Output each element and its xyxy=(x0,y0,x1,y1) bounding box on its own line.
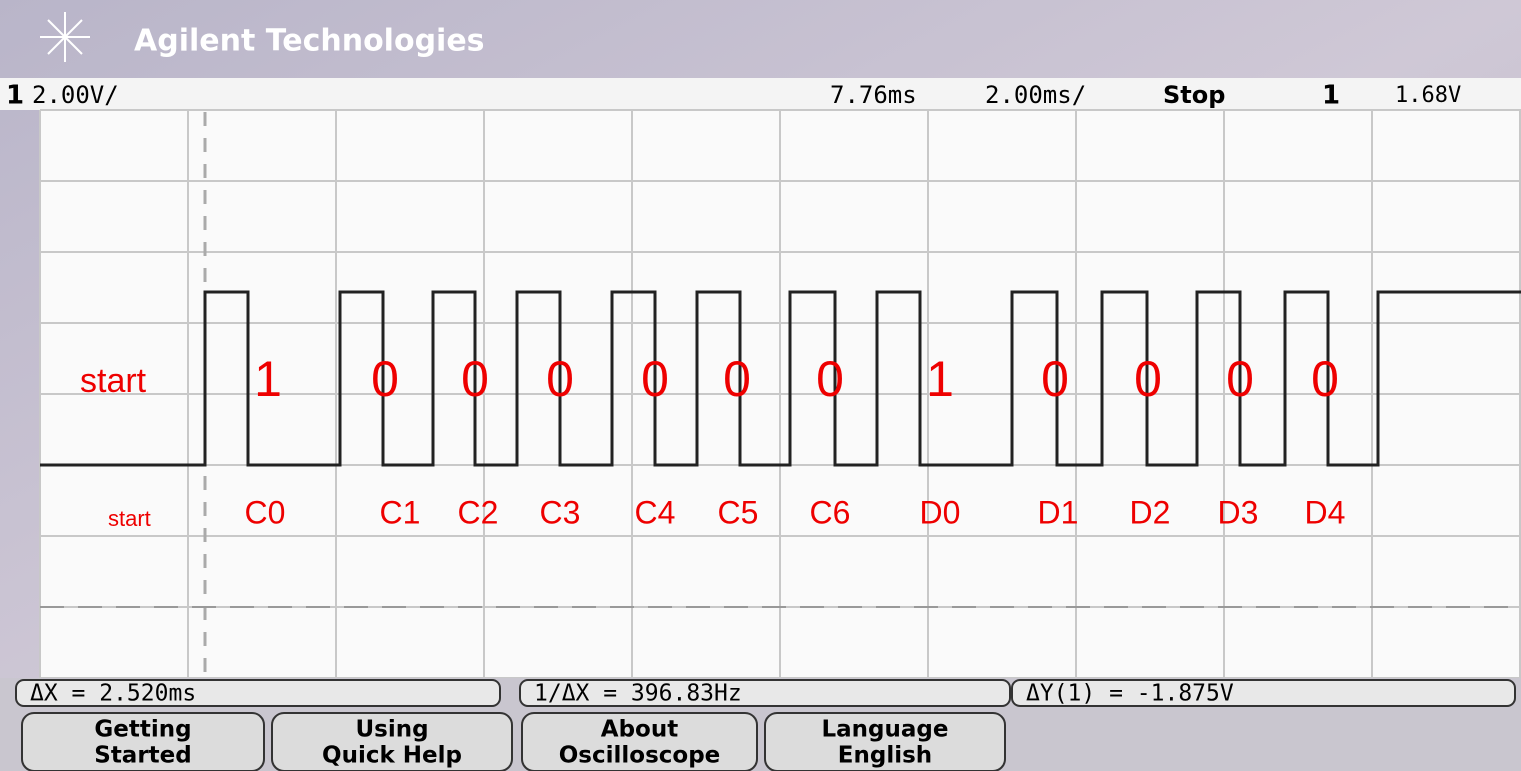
start-label: start xyxy=(108,506,151,531)
run-state: Stop xyxy=(1163,81,1225,109)
bit-value: 0 xyxy=(1041,351,1069,407)
bit-value: 1 xyxy=(926,351,954,407)
bit-name: D0 xyxy=(920,494,961,530)
measurement: ΔY(1) = -1.875V xyxy=(1026,681,1234,707)
brand: Agilent Technologies xyxy=(134,24,485,59)
bit-value: 0 xyxy=(546,351,574,407)
softkey-label: Language xyxy=(822,717,949,743)
start-label: start xyxy=(80,362,147,400)
softkey-label: Oscilloscope xyxy=(559,743,721,769)
trigger-source: 1 xyxy=(1322,81,1340,111)
bit-name: C3 xyxy=(540,494,581,530)
measurement: 1/ΔX = 396.83Hz xyxy=(534,681,742,707)
bit-value: 0 xyxy=(371,351,399,407)
softkey-label: About xyxy=(601,717,678,743)
softkey-bar: ΔX = 2.520ms 1/ΔX = 396.83Hz ΔY(1) = -1.87… xyxy=(0,678,1521,771)
softkey-label: Quick Help xyxy=(322,743,462,769)
scope-screen: Agilent Technologies 1 2.00V/ 7.76ms 2.0… xyxy=(0,0,1521,771)
trigger-level: 1.68V xyxy=(1395,83,1461,108)
bit-value: 0 xyxy=(1134,351,1162,407)
bit-value: 0 xyxy=(641,351,669,407)
measurement: ΔX = 2.520ms xyxy=(30,681,196,707)
bit-name: D2 xyxy=(1130,494,1171,530)
channel: 1 xyxy=(6,81,24,111)
time-per-div: 2.00ms/ xyxy=(985,81,1086,109)
bit-value: 0 xyxy=(1226,351,1254,407)
page: Agilent Technologies 1 2.00V/ 7.76ms 2.0… xyxy=(0,0,1521,771)
softkey-label: English xyxy=(838,743,932,769)
softkey-label: Started xyxy=(94,743,191,769)
bit-value: 0 xyxy=(461,351,489,407)
bit-value: 0 xyxy=(1311,351,1339,407)
bit-name: D1 xyxy=(1038,494,1079,530)
bit-value: 0 xyxy=(816,351,844,407)
delay: 7.76ms xyxy=(830,81,917,109)
bit-value: 0 xyxy=(723,351,751,407)
volts-per-div: 2.00V/ xyxy=(32,81,119,109)
bit-name: C4 xyxy=(635,494,676,530)
softkey-label: Getting xyxy=(94,717,191,743)
bit-name: C0 xyxy=(245,494,286,530)
softkey-label: Using xyxy=(355,717,428,743)
status-line xyxy=(0,78,1521,110)
bit-name: D4 xyxy=(1305,494,1346,530)
bit-value: 1 xyxy=(254,351,282,407)
bit-name: C1 xyxy=(380,494,421,530)
bit-name: C6 xyxy=(810,494,851,530)
bit-name: C5 xyxy=(718,494,759,530)
bit-name: D3 xyxy=(1218,494,1259,530)
bit-name: C2 xyxy=(458,494,499,530)
